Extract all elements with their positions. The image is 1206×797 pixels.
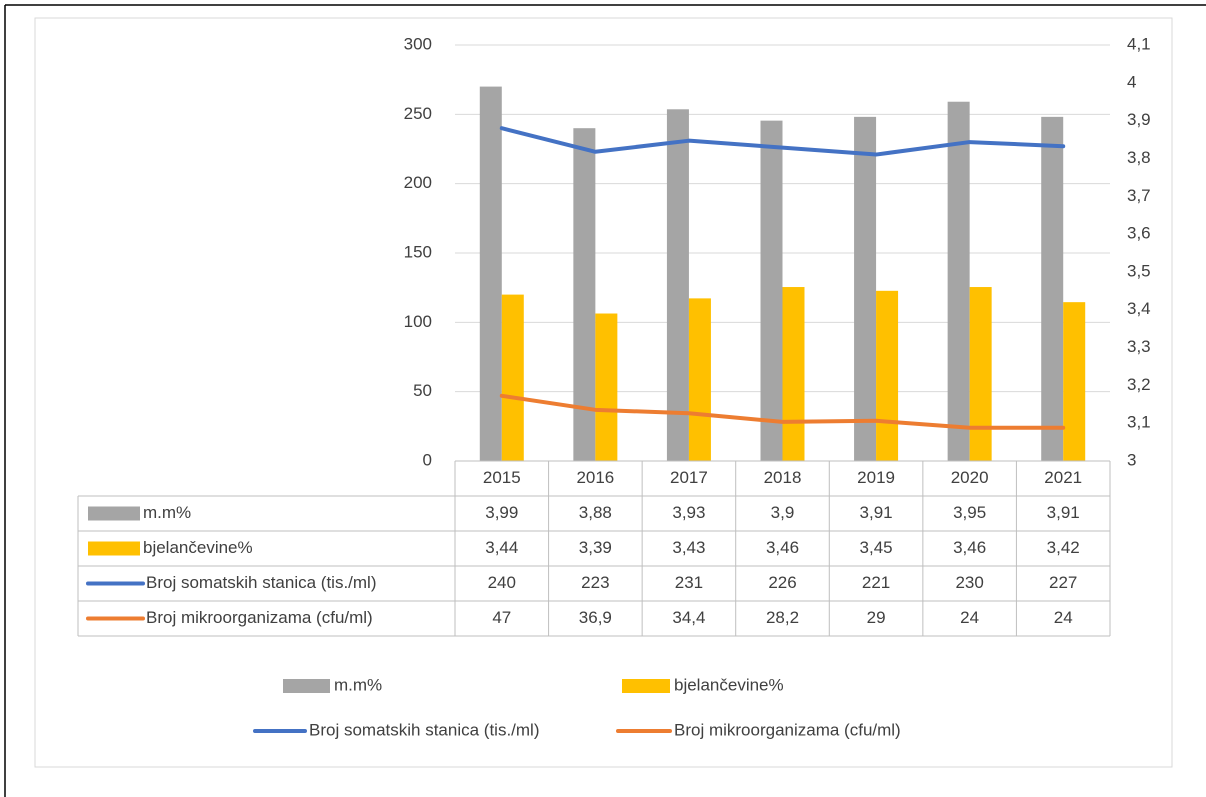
y-tick-label: 0 (423, 450, 432, 469)
bar (573, 128, 596, 461)
legend-label: Broj mikroorganizama (cfu/ml) (674, 720, 901, 739)
x-tick-label: 2020 (951, 468, 989, 487)
y-tick-label: 250 (404, 104, 432, 123)
table-cell: 36,9 (579, 608, 612, 627)
legend-swatch (283, 679, 330, 693)
table-cell: 3,46 (953, 538, 986, 557)
legend-label: Broj somatskih stanica (tis./ml) (309, 720, 540, 739)
table-cell: 29 (867, 608, 886, 627)
y2-tick-label: 3,8 (1127, 148, 1151, 167)
y-tick-label: 300 (404, 34, 432, 53)
bar (760, 120, 783, 462)
x-tick-label: 2021 (1044, 468, 1082, 487)
table-cell: 3,91 (860, 503, 893, 522)
y2-tick-label: 3 (1127, 450, 1136, 469)
x-tick-label: 2018 (764, 468, 802, 487)
bar (501, 294, 524, 461)
bar (876, 290, 899, 461)
x-tick-label: 2016 (576, 468, 614, 487)
y2-tick-label: 3,1 (1127, 413, 1151, 432)
table-cell: 3,42 (1047, 538, 1080, 557)
bar (1041, 116, 1064, 461)
table-cell: 3,99 (485, 503, 518, 522)
y2-tick-label: 3,9 (1127, 110, 1151, 129)
table-cell: 24 (960, 608, 979, 627)
legend-label: m.m% (334, 675, 382, 694)
line-series (499, 393, 1066, 430)
y-tick-label: 200 (404, 173, 432, 192)
y-tick-label: 100 (404, 312, 432, 331)
table-cell: 24 (1054, 608, 1073, 627)
table-cell: 221 (862, 573, 890, 592)
table-cell: 3,44 (485, 538, 518, 557)
bar (969, 287, 992, 461)
y-tick-label: 150 (404, 242, 432, 261)
y2-tick-label: 3,4 (1127, 299, 1151, 318)
y2-tick-label: 3,6 (1127, 224, 1151, 243)
x-tick-label: 2015 (483, 468, 521, 487)
chart-border (34, 17, 1173, 768)
bar (688, 298, 711, 461)
bar (854, 116, 877, 461)
y2-tick-label: 3,3 (1127, 337, 1151, 356)
bar (1063, 302, 1086, 461)
table-cell: 230 (955, 573, 983, 592)
y2-tick-label: 3,2 (1127, 375, 1151, 394)
table-row-label: bjelančevine% (143, 538, 253, 557)
table-cell: 226 (768, 573, 796, 592)
y2-tick-label: 3,5 (1127, 261, 1151, 280)
table-cell: 34,4 (672, 608, 705, 627)
bar (947, 101, 970, 462)
table-row-label: m.m% (143, 503, 191, 522)
line-series (499, 126, 1066, 157)
table-cell: 3,91 (1047, 503, 1080, 522)
table-cell: 3,93 (672, 503, 705, 522)
bar (479, 86, 502, 461)
bar (782, 287, 805, 461)
table-cell: 227 (1049, 573, 1077, 592)
y2-tick-label: 3,7 (1127, 186, 1151, 205)
table-cell: 3,45 (860, 538, 893, 557)
table-cell: 3,43 (672, 538, 705, 557)
table-cell: 231 (675, 573, 703, 592)
table-cell: 3,39 (579, 538, 612, 557)
legend-swatch (88, 541, 140, 556)
x-tick-label: 2017 (670, 468, 708, 487)
table-row-label: Broj mikroorganizama (cfu/ml) (146, 608, 373, 627)
legend-swatch (88, 506, 140, 521)
table-cell: 3,46 (766, 538, 799, 557)
y2-tick-label: 4,1 (1127, 34, 1151, 53)
table-cell: 28,2 (766, 608, 799, 627)
table-cell: 47 (492, 608, 511, 627)
legend-label: bjelančevine% (674, 675, 784, 694)
x-tick-label: 2019 (857, 468, 895, 487)
table-cell: 223 (581, 573, 609, 592)
table-cell: 3,95 (953, 503, 986, 522)
legend-swatch (622, 679, 670, 693)
y2-tick-label: 4 (1127, 72, 1136, 91)
table-row-label: Broj somatskih stanica (tis./ml) (146, 573, 377, 592)
y-tick-label: 50 (413, 381, 432, 400)
table-cell: 3,9 (771, 503, 795, 522)
bar (666, 109, 689, 462)
table-cell: 3,88 (579, 503, 612, 522)
table-cell: 240 (488, 573, 516, 592)
bar (595, 313, 618, 461)
